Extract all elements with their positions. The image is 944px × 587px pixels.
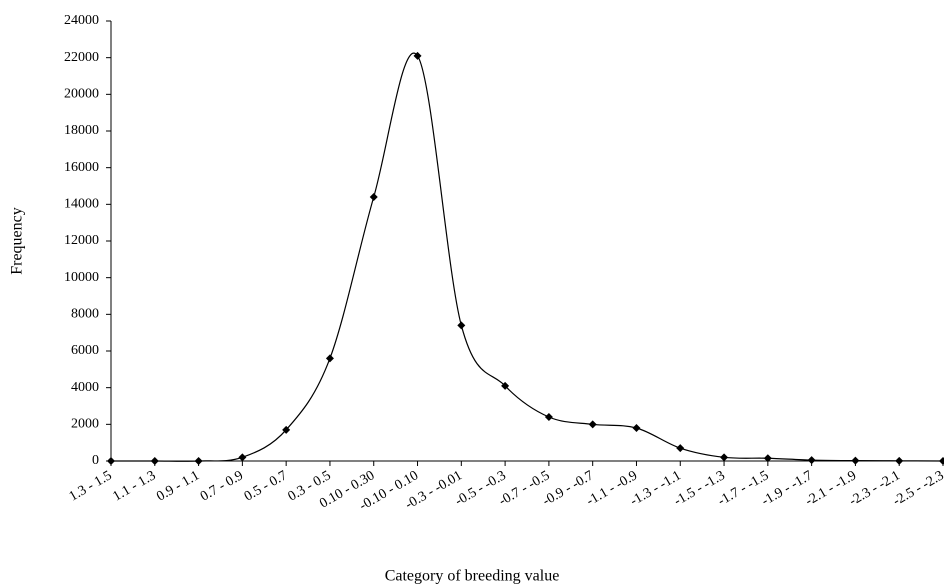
y-tick-label: 18000: [64, 123, 99, 138]
data-marker: [939, 457, 944, 465]
data-marker: [107, 457, 115, 465]
x-tick-label: 0.7 - 0.9: [198, 468, 246, 504]
data-line: [111, 52, 944, 462]
y-tick-label: 14000: [64, 197, 99, 212]
data-marker: [763, 454, 772, 463]
data-marker: [851, 456, 860, 465]
data-marker: [588, 420, 597, 429]
data-marker: [194, 457, 203, 465]
data-marker: [501, 381, 510, 390]
y-tick-label: 10000: [64, 270, 99, 285]
y-tick-label: 12000: [64, 233, 99, 248]
data-marker: [895, 456, 904, 465]
data-marker: [632, 424, 641, 432]
data-marker: [676, 444, 685, 453]
data-marker: [807, 456, 816, 465]
data-marker: [720, 453, 729, 462]
data-marker: [457, 321, 466, 330]
y-tick-label: 6000: [71, 343, 99, 358]
data-marker: [544, 413, 553, 421]
data-marker: [150, 457, 159, 465]
y-tick-label: 22000: [64, 50, 99, 65]
y-tick-label: 8000: [71, 307, 99, 322]
y-tick-label: 4000: [71, 380, 99, 395]
data-marker: [282, 425, 291, 434]
data-marker: [238, 453, 247, 462]
data-marker: [413, 51, 422, 60]
data-marker: [325, 354, 334, 363]
x-tick-label: 0.5 - 0.7: [242, 468, 290, 504]
x-tick-label: 1.3 - 1.5: [67, 468, 115, 504]
x-tick-label: 0.9 - 1.1: [154, 468, 202, 504]
y-tick-label: 20000: [64, 87, 99, 102]
x-axis-title: Category of breeding value: [385, 568, 560, 585]
y-tick-label: 2000: [71, 417, 99, 432]
y-tick-label: 0: [92, 453, 99, 468]
y-axis-title: Frequency: [9, 207, 26, 275]
data-marker: [369, 193, 378, 201]
y-tick-label: 24000: [64, 13, 99, 28]
y-tick-label: 16000: [64, 160, 99, 175]
x-tick-label: 1.1 - 1.3: [110, 468, 158, 504]
